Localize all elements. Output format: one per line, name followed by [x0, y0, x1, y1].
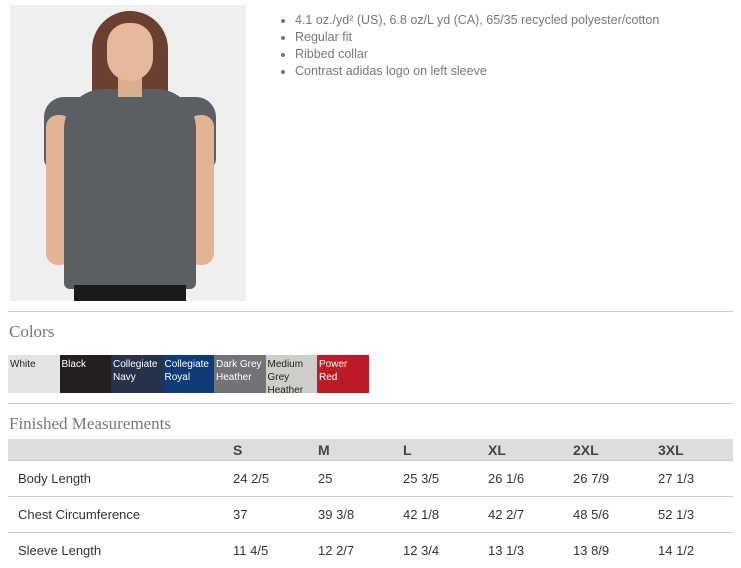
- measurements-heading: Finished Measurements: [9, 414, 171, 434]
- header-cell: M: [318, 439, 403, 461]
- measurement-cell: 37: [233, 497, 318, 533]
- header-cell: XL: [488, 439, 573, 461]
- divider: [8, 311, 733, 312]
- measurement-cell: 25 3/5: [403, 461, 488, 497]
- measurement-cell: 12 3/4: [403, 533, 488, 568]
- row-label: Sleeve Length: [8, 533, 233, 568]
- feature-item: Regular fit: [295, 29, 659, 46]
- row-label: Chest Circumference: [8, 497, 233, 533]
- measurement-cell: 42 2/7: [488, 497, 573, 533]
- feature-item: Contrast adidas logo on left sleeve: [295, 63, 659, 80]
- color-swatch[interactable]: White: [8, 355, 60, 393]
- measurement-cell: 26 1/6: [488, 461, 573, 497]
- color-swatch[interactable]: Collegiate Royal: [163, 355, 215, 393]
- product-image: [10, 5, 246, 301]
- measurement-cell: 14 1/2: [658, 533, 733, 568]
- header-cell: 2XL: [573, 439, 658, 461]
- measurement-cell: 26 7/9: [573, 461, 658, 497]
- measurement-cell: 13 1/3: [488, 533, 573, 568]
- measurement-cell: 25: [318, 461, 403, 497]
- header-cell: [8, 439, 233, 461]
- measurement-cell: 13 8/9: [573, 533, 658, 568]
- feature-list: 4.1 oz./yd² (US), 6.8 oz/L yd (CA), 65/3…: [277, 12, 659, 80]
- measurement-cell: 11 4/5: [233, 533, 318, 568]
- divider: [8, 403, 733, 404]
- row-label: Body Length: [8, 461, 233, 497]
- colors-heading: Colors: [9, 322, 54, 342]
- feature-item: Ribbed collar: [295, 46, 659, 63]
- table-header-row: S M L XL 2XL 3XL: [8, 439, 733, 461]
- header-cell: S: [233, 439, 318, 461]
- color-swatch[interactable]: Medium Grey Heather: [266, 355, 318, 393]
- header-cell: L: [403, 439, 488, 461]
- color-swatch[interactable]: Collegiate Navy: [111, 355, 163, 393]
- measurement-cell: 27 1/3: [658, 461, 733, 497]
- measurement-cell: 39 3/8: [318, 497, 403, 533]
- feature-item: 4.1 oz./yd² (US), 6.8 oz/L yd (CA), 65/3…: [295, 12, 659, 29]
- measurement-cell: 12 2/7: [318, 533, 403, 568]
- color-swatch[interactable]: Power Red: [317, 355, 369, 393]
- header-cell: 3XL: [658, 439, 733, 461]
- measurement-cell: 42 1/8: [403, 497, 488, 533]
- measurement-cell: 52 1/3: [658, 497, 733, 533]
- color-swatch[interactable]: Dark Grey Heather: [214, 355, 266, 393]
- measurement-cell: 48 5/6: [573, 497, 658, 533]
- color-swatch[interactable]: Black: [60, 355, 112, 393]
- measurement-cell: 24 2/5: [233, 461, 318, 497]
